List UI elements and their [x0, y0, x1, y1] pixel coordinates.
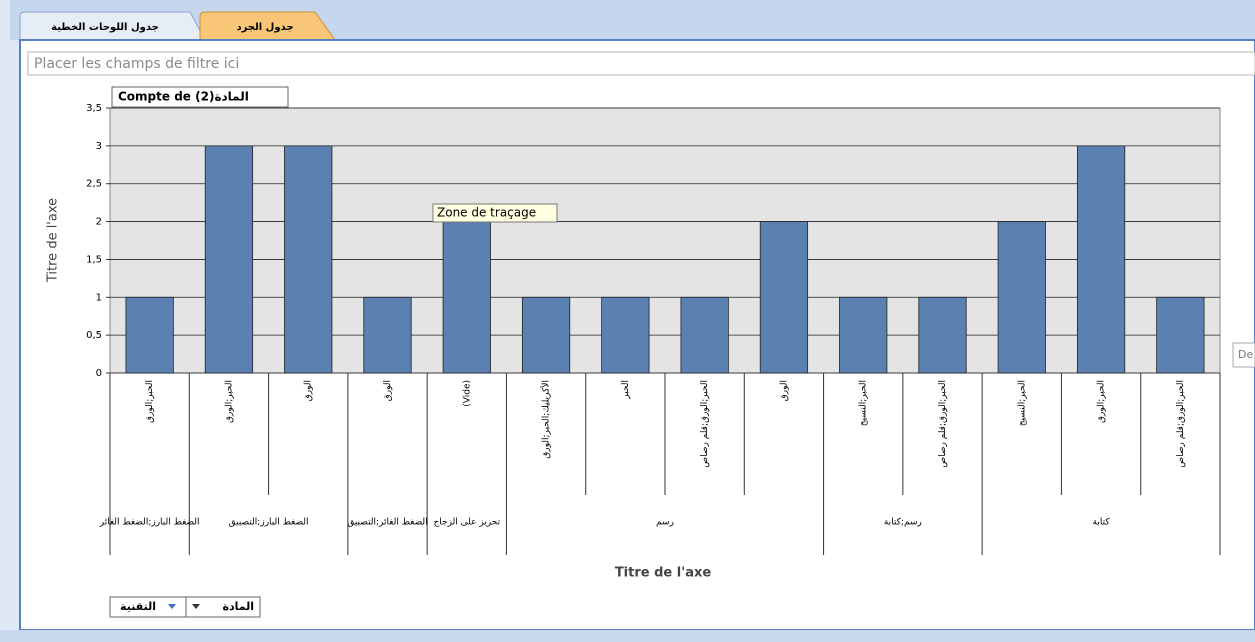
x-tick-label: الحبر;الورق [224, 380, 234, 423]
dropdown-arrow [168, 604, 176, 609]
bar [1076, 145, 1126, 374]
bar [680, 296, 729, 374]
x-tick-label: الحبر;الورق [145, 380, 155, 423]
tooltip-text: Zone de traçage [437, 206, 536, 220]
bar [204, 145, 254, 374]
y-tick-label: 0 [96, 368, 102, 379]
x-tick-label: (Vide) [462, 380, 472, 407]
x-tick-label: الورق [383, 380, 393, 401]
group-label: كتابة [1093, 518, 1111, 528]
bar [997, 221, 1046, 374]
drop-zone[interactable] [109, 596, 187, 618]
dropdown-arrow [192, 604, 200, 609]
group-label: رسم;كتابة [884, 518, 922, 528]
y-axis-title: Titre de l'axe [46, 198, 61, 283]
bar [363, 296, 412, 374]
y-tick-label: 2 [96, 217, 102, 228]
x-tick-label: الحبر;الورق [1097, 380, 1107, 423]
group-label: الضغط البارز;الضغط الغائر [99, 518, 200, 528]
x-tick-label: الأكريليك;الحبر;الورق [540, 380, 552, 459]
bar [918, 296, 967, 374]
bar [125, 296, 174, 374]
bar [521, 296, 571, 374]
bar [1156, 296, 1205, 374]
group-label: تحزيز على الزجاج [433, 518, 500, 528]
bar [839, 296, 888, 374]
y-tick-label: 2,5 [86, 179, 102, 190]
group-label: رسم [656, 518, 674, 528]
bar [442, 221, 491, 374]
bar [601, 296, 650, 374]
side-label: De [1238, 348, 1253, 361]
y-tick-label: 1 [96, 292, 102, 303]
x-tick-label: الحبر;النسيج [859, 380, 869, 426]
tab-label: جدول الجرد [236, 22, 293, 33]
x-tick-label: الحبر;الورق;قلم رصاص [938, 380, 948, 468]
chart: 0 0,5 1 1,5 2 2,5 3 3,5 الحبر;الورق الحبر;الورق ال… [86, 103, 1221, 555]
x-tick-label: الورق [304, 380, 314, 401]
tab[interactable] [19, 11, 206, 41]
drop-zone-label: المادة [222, 600, 254, 613]
bar [284, 145, 333, 374]
status-bar [0, 630, 1255, 642]
x-axis-title: Titre de l'axe [615, 566, 712, 581]
chart-title: Compte de المادة(2) [118, 90, 249, 104]
y-tick-label: 1,5 [86, 254, 102, 265]
y-tick-label: 3,5 [86, 103, 102, 114]
group-label: الضغط الغائر;التصبيق [347, 518, 427, 528]
group-label: الضغط البارز;التصبيق [229, 518, 309, 528]
x-tick-label: الحبر;الورق;قلم رصاص [700, 380, 710, 468]
x-tick-label: الحبر;النسيج [1017, 380, 1027, 426]
plot-area [109, 107, 1221, 374]
filter-placeholder: Placer les champs de filtre ici [34, 56, 239, 72]
title-box [111, 86, 289, 108]
side-box [1232, 342, 1255, 368]
bar [759, 221, 809, 374]
tab-active[interactable] [199, 11, 336, 41]
tab-label: جدول اللوحات الخطية [51, 22, 159, 33]
x-tick-label: الحبر [621, 380, 631, 400]
tooltip [432, 203, 558, 223]
filter-zone[interactable] [27, 51, 1255, 76]
y-tick-label: 3 [96, 141, 102, 152]
x-tick-label: الحبر;الورق;قلم رصاص [1176, 380, 1186, 468]
x-tick-label: الورق [779, 380, 789, 401]
drop-zone-label: التقنية [120, 600, 156, 613]
y-tick-label: 0,5 [86, 330, 102, 341]
